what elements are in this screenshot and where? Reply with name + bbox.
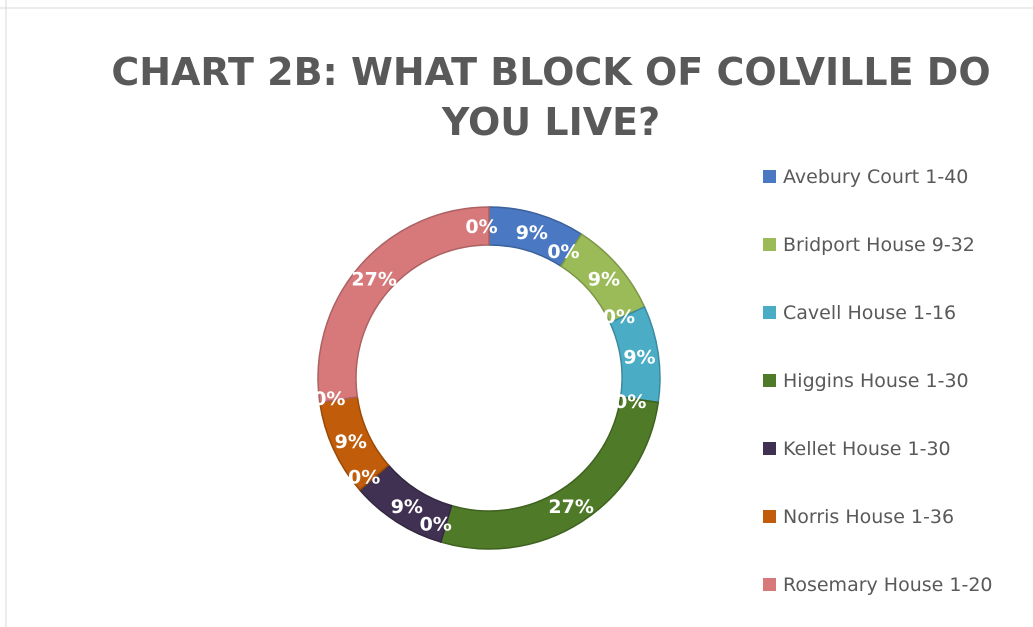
value-label-rosemary-house-1-20: 27%: [351, 268, 396, 290]
value-label-higgins-house-1-30: 27%: [548, 496, 593, 518]
value-label-avebury-court-1-40: 9%: [516, 222, 548, 244]
legend-label-rosemary-house-1-20: Rosemary House 1-20: [783, 574, 993, 596]
data-label-group: 0% 9%0%9%0%9%0%27%0%9%0%9%0%27%: [313, 216, 655, 535]
zero-label-cavell-house-1-16: 0%: [603, 306, 635, 328]
zero-label-kellet-house-1-30: 0%: [420, 513, 452, 535]
value-label-bridport-house-9-32: 9%: [588, 268, 620, 290]
legend-swatch-kellet-house-1-30: [763, 442, 776, 455]
legend-swatch-bridport-house-9-32: [763, 238, 776, 251]
zero-label-norris-house-1-36: 0%: [348, 466, 380, 488]
legend-label-kellet-house-1-30: Kellet House 1-30: [783, 438, 951, 460]
legend-swatch-rosemary-house-1-20: [763, 578, 776, 591]
zero-label-higgins-house-1-30: 0%: [614, 391, 646, 413]
value-label-norris-house-1-36: 9%: [335, 431, 367, 453]
legend-label-norris-house-1-36: Norris House 1-36: [783, 506, 954, 528]
legend-swatch-norris-house-1-36: [763, 510, 776, 523]
ring-group: [317, 206, 661, 550]
legend-label-cavell-house-1-16: Cavell House 1-16: [783, 302, 956, 324]
zero-label-bridport-house-9-32: 0%: [547, 241, 579, 263]
legend: Avebury Court 1-40 Bridport House 9-32 Cav…: [763, 166, 993, 596]
zero-label-avebury-court-1-40: 0%: [465, 216, 497, 238]
chart-title-line-1: CHART 2B: WHAT BLOCK OF COLVILLE DO: [111, 50, 990, 94]
legend-label-bridport-house-9-32: Bridport House 9-32: [783, 234, 975, 256]
legend-label-avebury-court-1-40: Avebury Court 1-40: [783, 166, 968, 188]
legend-label-higgins-house-1-30: Higgins House 1-30: [783, 370, 969, 392]
value-label-cavell-house-1-16: 9%: [623, 346, 655, 368]
chart-title-line-2: YOU LIVE?: [441, 100, 660, 144]
zero-label-rosemary-house-1-20: 0%: [313, 388, 345, 410]
legend-swatch-avebury-court-1-40: [763, 170, 776, 183]
legend-swatch-cavell-house-1-16: [763, 306, 776, 319]
segment-rosemary-house-1-20: [317, 206, 490, 404]
legend-swatch-higgins-house-1-30: [763, 374, 776, 387]
segment-higgins-house-1-30: [439, 396, 660, 550]
value-label-kellet-house-1-30: 9%: [391, 496, 423, 518]
